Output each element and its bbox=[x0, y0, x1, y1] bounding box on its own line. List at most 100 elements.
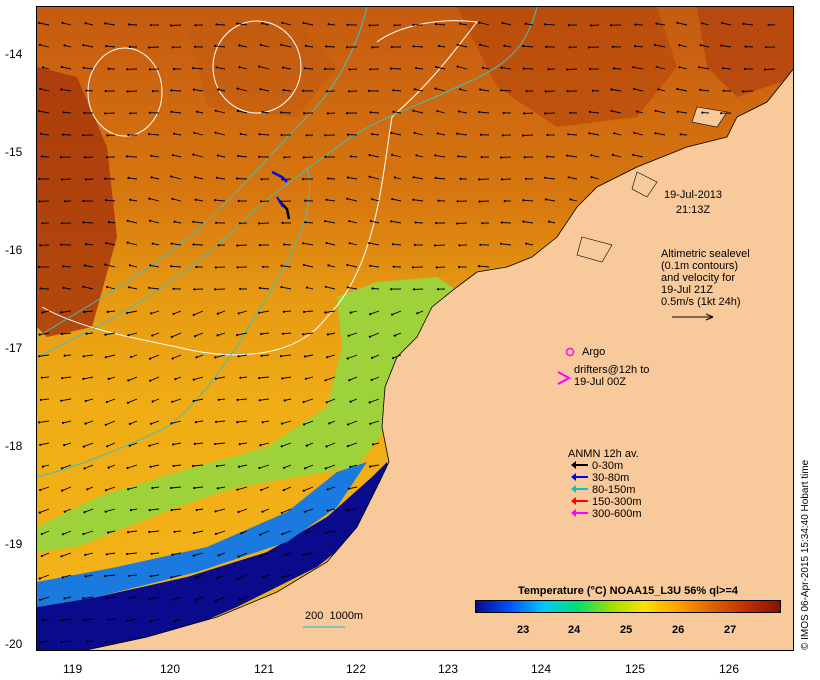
velocity-vector bbox=[350, 464, 358, 468]
velocity-vector bbox=[567, 68, 578, 70]
velocity-vector bbox=[304, 464, 314, 469]
velocity-vector bbox=[127, 464, 138, 469]
velocity-vector bbox=[150, 264, 160, 268]
velocity-vector bbox=[215, 45, 226, 48]
velocity-vector bbox=[39, 508, 50, 514]
velocity-vector bbox=[41, 552, 50, 557]
velocity-vector bbox=[347, 354, 358, 359]
velocity-vector-head bbox=[128, 422, 131, 425]
velocity-vector-head bbox=[413, 88, 416, 91]
velocity-vector-head bbox=[390, 67, 393, 70]
velocity-vector-head bbox=[150, 312, 153, 315]
velocity-vector bbox=[217, 155, 226, 158]
velocity-vector bbox=[237, 574, 248, 580]
velocity-vector-head bbox=[194, 45, 197, 48]
velocity-vector-head bbox=[302, 489, 305, 492]
velocity-vector-head bbox=[721, 67, 725, 70]
velocity-vector-head bbox=[128, 444, 131, 447]
velocity-vector-head bbox=[280, 511, 283, 514]
velocity-vector bbox=[172, 596, 182, 600]
velocity-vector bbox=[107, 310, 116, 313]
velocity-vector bbox=[393, 89, 402, 92]
velocity-vector bbox=[261, 354, 270, 357]
velocity-vector bbox=[281, 265, 292, 268]
sealevel-contour bbox=[87, 47, 163, 137]
velocity-vector bbox=[303, 486, 314, 492]
velocity-vector-head bbox=[192, 378, 195, 381]
velocity-vector bbox=[303, 242, 314, 246]
warm-patch-west bbox=[37, 67, 117, 337]
velocity-vector bbox=[40, 133, 50, 136]
velocity-vector bbox=[127, 90, 138, 92]
velocity-vector-head bbox=[40, 376, 43, 379]
velocity-vector bbox=[195, 420, 204, 423]
colorbar-tick-label: 26 bbox=[672, 624, 685, 636]
velocity-vector bbox=[237, 332, 248, 336]
velocity-vector-head bbox=[393, 176, 397, 179]
velocity-vector-head bbox=[85, 89, 88, 92]
velocity-vector-head bbox=[258, 399, 261, 402]
velocity-vector bbox=[347, 198, 358, 202]
velocity-vector bbox=[392, 198, 402, 202]
warm-patch-central bbox=[187, 22, 337, 117]
velocity-vector bbox=[349, 242, 358, 246]
velocity-vector-head bbox=[525, 242, 528, 245]
velocity-vector-head bbox=[82, 618, 85, 622]
velocity-vector-head bbox=[171, 400, 174, 403]
velocity-vector-head bbox=[236, 109, 239, 112]
velocity-vector bbox=[413, 176, 424, 180]
velocity-vector bbox=[699, 66, 710, 70]
velocity-vector-head bbox=[82, 445, 85, 448]
time-label: 21:13Z bbox=[675, 204, 711, 216]
velocity-vector-head bbox=[148, 219, 152, 222]
velocity-vector-head bbox=[481, 222, 484, 225]
velocity-vector bbox=[215, 596, 226, 602]
velocity-vector-head bbox=[258, 311, 261, 314]
velocity-vector-head bbox=[368, 335, 371, 338]
velocity-vector-head bbox=[238, 222, 241, 225]
anmn-legend-label: 300-600m bbox=[592, 508, 642, 520]
velocity-vector-head bbox=[170, 576, 173, 579]
velocity-vector bbox=[194, 486, 204, 489]
velocity-vector bbox=[129, 596, 138, 599]
velocity-vector-head bbox=[391, 153, 394, 156]
velocity-vector-head bbox=[217, 554, 220, 557]
velocity-vector-head bbox=[170, 175, 173, 178]
velocity-vector-head bbox=[215, 221, 218, 224]
velocity-vector-head bbox=[104, 356, 107, 359]
velocity-vector-head bbox=[151, 242, 154, 245]
anmn-legend-item: 300-600m bbox=[571, 508, 642, 520]
velocity-vector bbox=[325, 530, 336, 534]
velocity-vector-head bbox=[40, 532, 43, 536]
velocity-vector bbox=[39, 354, 50, 357]
velocity-vector-head bbox=[325, 241, 328, 245]
velocity-vector bbox=[85, 22, 94, 26]
velocity-vector-head bbox=[107, 67, 110, 70]
velocity-vector-head bbox=[62, 111, 65, 114]
velocity-vector bbox=[283, 464, 292, 469]
velocity-vector bbox=[304, 354, 314, 357]
velocity-vector-head bbox=[195, 110, 199, 113]
velocity-vector bbox=[194, 442, 204, 445]
anmn-legend-item: 30-80m bbox=[571, 472, 629, 484]
velocity-vector-head bbox=[193, 288, 196, 291]
velocity-vector-head bbox=[304, 467, 307, 470]
velocity-vector-head bbox=[150, 552, 153, 555]
velocity-vector bbox=[635, 45, 644, 48]
anmn-legend-label: 0-30m bbox=[592, 460, 624, 472]
velocity-vector-head bbox=[106, 134, 109, 137]
velocity-vector bbox=[435, 177, 446, 180]
velocity-vector-head bbox=[82, 199, 85, 203]
velocity-vector-head bbox=[104, 510, 107, 513]
velocity-vector bbox=[127, 220, 138, 224]
velocity-vector bbox=[327, 354, 336, 358]
velocity-vector-head bbox=[214, 442, 217, 446]
velocity-vector bbox=[173, 310, 182, 315]
velocity-vector bbox=[40, 596, 50, 601]
velocity-vector-head bbox=[238, 66, 241, 69]
velocity-vector-head bbox=[83, 111, 86, 114]
velocity-vector bbox=[39, 110, 50, 114]
velocity-vector bbox=[260, 88, 270, 92]
velocity-vector bbox=[281, 442, 292, 447]
velocity-vector-head bbox=[85, 332, 88, 335]
